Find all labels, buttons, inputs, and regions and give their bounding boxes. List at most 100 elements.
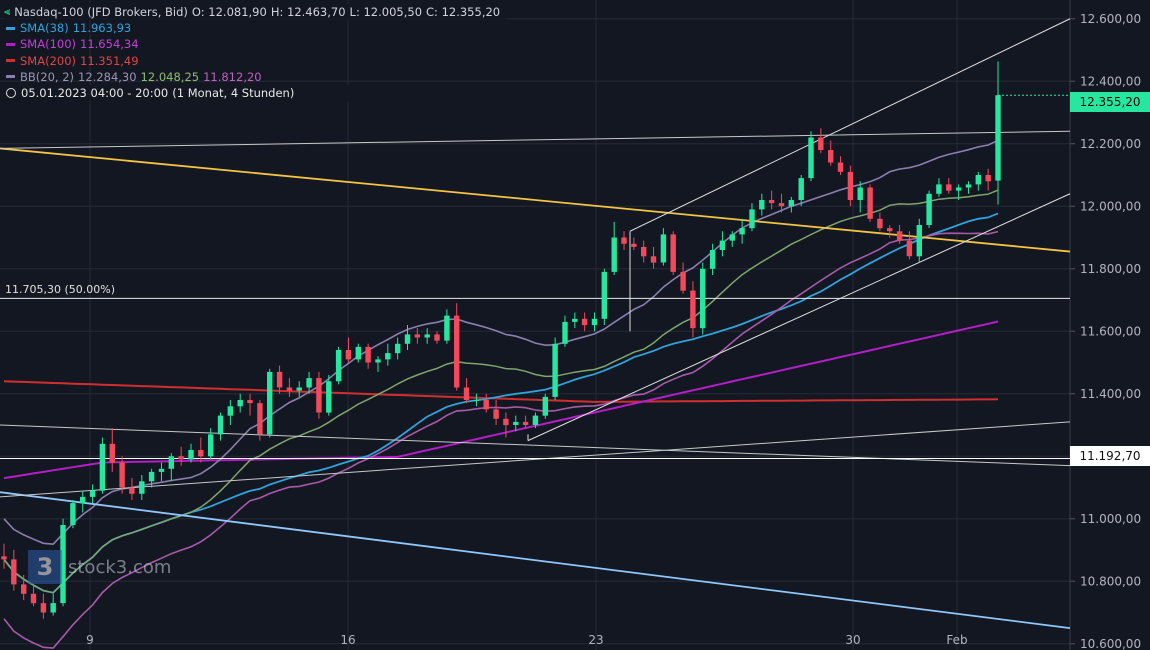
candle-body	[335, 350, 342, 382]
candle-body	[798, 178, 804, 200]
candle-body	[454, 315, 460, 388]
x-tick-label: 23	[588, 633, 603, 647]
candle-body	[434, 334, 440, 341]
fib-level-label: 11.705,30 (50.00%)	[5, 283, 116, 296]
candle-body	[208, 434, 214, 457]
candle-body	[611, 237, 617, 272]
candle-body	[109, 443, 115, 463]
candle-body	[326, 381, 332, 413]
candle-body	[670, 234, 676, 272]
candle-body	[188, 450, 194, 460]
candle-body	[40, 603, 47, 613]
candle-body	[168, 456, 174, 469]
sma200-value: 11.351,49	[80, 53, 139, 68]
candle-body	[995, 95, 1001, 181]
candle-body	[21, 584, 27, 594]
trendline-horizontal-top	[0, 130, 1071, 149]
stock3-logo-icon: 3	[28, 550, 62, 584]
chart-legend: ⫷ Nasdaq-100 (JFD Brokers, Bid) O: 12.08…	[4, 4, 508, 102]
candle-body	[857, 187, 863, 200]
candle-body	[581, 318, 588, 326]
candle-body	[680, 271, 686, 291]
sma200-swatch	[6, 59, 15, 63]
bb-upper-line	[3, 139, 999, 546]
candle-body	[227, 406, 233, 416]
horizontal-level-tag: 11.192,70	[1070, 446, 1150, 466]
trendline-blue	[0, 491, 1071, 630]
candle-body	[542, 396, 548, 416]
trendline-yellow	[0, 147, 1071, 253]
candle-body	[513, 421, 519, 425]
y-tick-label: 12.200,00	[1080, 137, 1141, 151]
candle-body	[414, 334, 420, 338]
x-tick-label: 30	[845, 633, 860, 647]
candle-body	[404, 334, 411, 344]
candle-body	[267, 371, 273, 435]
candle-body	[89, 490, 96, 497]
candle-body	[463, 387, 470, 400]
watermark-text: stock3.com	[68, 556, 172, 578]
candle-body	[198, 450, 204, 457]
candle-body	[1, 556, 7, 560]
y-tick-label: 11.600,00	[1080, 324, 1141, 338]
candle-body	[729, 234, 735, 241]
time-range: 05.01.2023 04:00 - 20:00	[21, 86, 169, 101]
x-tick-label: Feb	[946, 633, 967, 647]
candle-body	[867, 187, 873, 219]
candle-body	[690, 290, 696, 329]
candle-body	[749, 209, 755, 229]
y-tick-label: 10.800,00	[1080, 574, 1141, 588]
y-tick-label: 12.000,00	[1080, 199, 1141, 213]
candle-body	[985, 175, 991, 182]
x-tick-label: 9	[86, 633, 94, 647]
candle-body	[896, 231, 903, 241]
candle-body	[80, 496, 86, 504]
candle-body	[119, 462, 125, 488]
candle-body	[906, 240, 913, 257]
candle-body	[444, 315, 450, 341]
candle-body	[99, 443, 106, 491]
candle-body	[247, 400, 253, 404]
bb-lower-value: 11.812,20	[203, 69, 262, 84]
sma200-label: SMA(200)	[20, 53, 77, 68]
candle-body	[237, 400, 243, 407]
candle-body	[946, 184, 952, 191]
x-tick-label: 16	[340, 633, 355, 647]
period-label: (1 Monat, 4 Stunden)	[172, 86, 295, 101]
y-tick-label: 12.400,00	[1080, 74, 1141, 88]
instrument-name: Nasdaq-100 (JFD Brokers, Bid)	[14, 5, 188, 19]
candle-body	[759, 200, 765, 210]
candle-body	[217, 415, 224, 435]
candle-body	[158, 468, 165, 472]
candle-body	[139, 481, 145, 494]
bb-lower-line	[3, 230, 999, 649]
candle-body	[975, 175, 981, 185]
candle-body	[621, 237, 627, 244]
sma100-label: SMA(100)	[20, 37, 77, 52]
candle-body	[375, 359, 381, 363]
candle-body	[424, 334, 430, 338]
y-tick-label: 11.000,00	[1080, 512, 1141, 526]
candle-body	[847, 171, 854, 200]
y-tick-label: 11.400,00	[1080, 387, 1141, 401]
candle-body	[178, 456, 184, 460]
candle-body	[936, 184, 942, 194]
candle-body	[719, 240, 726, 250]
low-value: L: 12.005,50	[349, 5, 423, 19]
sma100-value: 11.654,34	[80, 37, 139, 52]
candle-body	[955, 187, 962, 191]
candle-body	[493, 409, 499, 419]
channel-lower-line	[527, 193, 1071, 442]
candle-body	[70, 503, 76, 525]
trendline-rising-gray	[0, 421, 1071, 498]
sma200-line	[3, 380, 999, 403]
y-tick-label: 11.800,00	[1080, 262, 1141, 276]
candle-body	[709, 250, 716, 269]
candle-body	[395, 343, 401, 354]
candle-body	[601, 271, 607, 319]
candle-body	[650, 256, 657, 263]
sma100-swatch	[6, 43, 15, 46]
channel-upper-line	[629, 18, 1071, 232]
candle-body	[483, 400, 489, 410]
